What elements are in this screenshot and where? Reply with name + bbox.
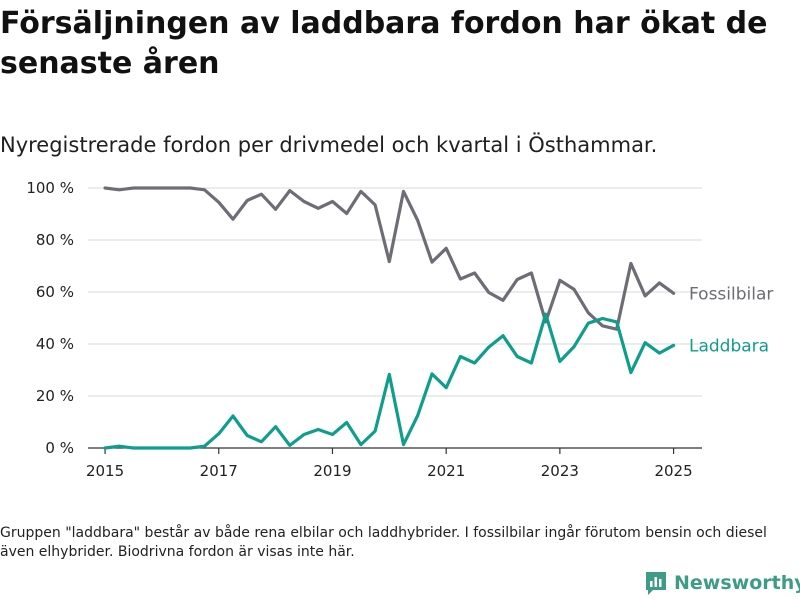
brand-name: Newsworthy [674, 572, 800, 594]
x-tick-label: 2025 [654, 462, 692, 480]
series-labels: Fossilbilar Laddbara [689, 284, 773, 356]
y-tick-label: 80 % [36, 231, 74, 249]
brand-logo[interactable]: Newsworthy [644, 568, 800, 598]
series-label-fossilbilar: Fossilbilar [689, 284, 773, 304]
series-line-fossilbilar [103, 186, 676, 331]
gridlines [88, 187, 702, 397]
newsworthy-logo-icon [646, 572, 666, 595]
y-tick-label: 60 % [36, 283, 74, 301]
y-tick-label: 20 % [36, 387, 74, 405]
chart-subtitle: Nyregistrerade fordon per drivmedel och … [0, 133, 658, 157]
y-tick-label: 0 % [45, 439, 74, 457]
y-tick-label: 40 % [36, 335, 74, 353]
y-tick-label: 100 % [26, 179, 74, 197]
y-axis-tick-labels: 0 % 20 % 40 % 60 % 80 % 100 % [26, 179, 74, 457]
x-tick-label: 2019 [313, 462, 351, 480]
x-tick-label: 2017 [200, 462, 238, 480]
x-tick-label: 2023 [541, 462, 579, 480]
series-line-laddbara [103, 312, 676, 450]
x-tick-label: 2021 [427, 462, 465, 480]
series-label-laddbara: Laddbara [689, 336, 769, 356]
footnote: Gruppen "laddbara" består av både rena e… [0, 525, 767, 560]
series-lines [103, 186, 676, 450]
x-axis-tick-labels: 2015 2017 2019 2021 2023 2025 [86, 462, 693, 480]
x-tick-label: 2015 [86, 462, 124, 480]
chart-title: Försäljningen av laddbara fordon har öka… [0, 6, 768, 81]
